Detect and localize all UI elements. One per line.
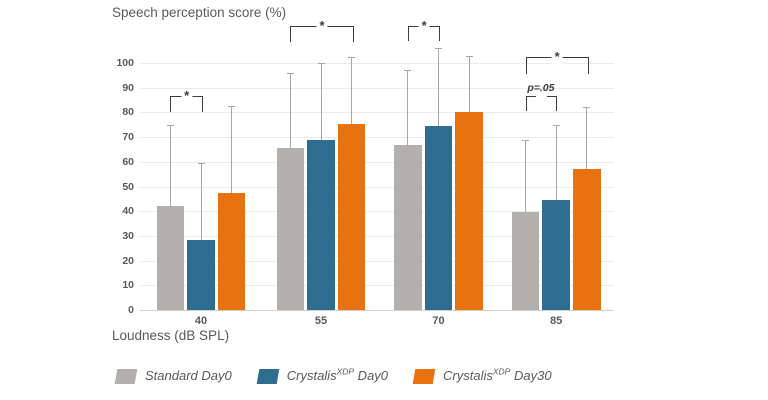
error-bar-cap <box>166 124 174 126</box>
gridline <box>140 63 614 64</box>
error-bar-cap <box>435 48 442 50</box>
gridline <box>140 112 614 114</box>
error-bar <box>320 63 322 140</box>
y-tick-label: 90 <box>122 81 134 94</box>
y-tick-label: 0 <box>128 304 134 316</box>
legend-swatch <box>256 368 280 384</box>
error-bar-cap <box>522 139 530 141</box>
error-bar <box>586 107 588 170</box>
significance-bracket: * <box>290 18 354 42</box>
x-tick-label: 70 <box>432 315 445 327</box>
bar-series3-group4 <box>573 169 601 310</box>
bar-series1-group1 <box>156 206 185 310</box>
significance-bracket: * <box>170 89 203 113</box>
error-bar-cap <box>286 72 294 74</box>
legend-label: CrystalisXDP Day0 <box>286 366 389 383</box>
legend-item: CrystalisXDP Day0 <box>256 366 389 384</box>
gridline <box>140 211 614 213</box>
error-bar <box>169 124 171 207</box>
error-bar <box>351 56 353 124</box>
bar-series1-group3 <box>394 144 422 310</box>
bar-series3-group3 <box>455 112 483 310</box>
bar-series3-group2 <box>337 123 366 310</box>
x-tick-label: 40 <box>194 315 208 327</box>
y-tick-label: 20 <box>122 254 134 267</box>
y-tick-label: 60 <box>122 155 134 168</box>
legend-label: CrystalisXDP Day30 <box>443 366 552 383</box>
error-bar-cap <box>197 163 205 165</box>
bar-series1-group2 <box>276 148 305 310</box>
gridline <box>140 186 614 188</box>
chart-title: Speech perception score (%) <box>112 5 287 20</box>
error-bar <box>525 139 527 213</box>
significance-bracket: * <box>525 49 589 74</box>
legend-label: Standard Day0 <box>145 368 232 383</box>
bar-series1-group4 <box>511 212 540 310</box>
error-bar <box>289 72 291 149</box>
legend-item: CrystalisXDP Day30 <box>412 366 552 384</box>
bar-series3-group1 <box>217 192 246 310</box>
legend: Standard Day0 CrystalisXDP Day0 CrystalisX… <box>114 366 552 384</box>
bar-series2-group2 <box>307 139 335 310</box>
error-bar-cap <box>348 56 356 58</box>
x-tick-label: 85 <box>550 315 563 327</box>
bar-series2-group4 <box>542 200 570 310</box>
bar-series2-group3 <box>424 125 453 310</box>
legend-item: Standard Day0 <box>114 368 232 384</box>
significance-bracket-right <box>547 96 558 111</box>
x-axis-line <box>140 310 614 311</box>
significance-label: * <box>551 49 563 64</box>
y-tick-label: 100 <box>116 57 134 69</box>
error-bar <box>555 124 557 201</box>
error-bar <box>468 55 470 113</box>
error-bar-cap <box>317 63 325 64</box>
error-bar-cap <box>404 70 412 72</box>
gridline <box>140 161 614 163</box>
gridline <box>140 87 614 89</box>
significance-label: * <box>181 89 193 104</box>
bar-series2-group1 <box>187 239 215 310</box>
gridline <box>140 260 614 262</box>
error-bar-cap <box>228 106 236 108</box>
significance-label: * <box>316 18 328 33</box>
error-bar-cap <box>552 124 560 126</box>
y-tick-label: 30 <box>122 229 134 242</box>
y-tick-label: 50 <box>122 180 134 193</box>
y-tick-label: 10 <box>122 279 134 292</box>
error-bar-cap <box>465 55 473 57</box>
significance-bracket: * <box>407 18 441 41</box>
gridline <box>140 235 614 237</box>
significance-bracket-left <box>525 96 536 111</box>
y-tick-label: 70 <box>122 131 134 144</box>
error-bar-cap <box>583 107 591 109</box>
significance-label: p=.05 <box>527 82 555 95</box>
significance-label: * <box>418 18 430 33</box>
y-tick-label: 40 <box>122 205 134 218</box>
gridline <box>140 137 614 139</box>
error-bar <box>200 163 202 240</box>
x-axis-label: Loudness (dB SPL) <box>112 328 230 343</box>
y-tick-label: 80 <box>122 106 134 119</box>
legend-swatch <box>412 368 436 384</box>
error-bar <box>438 48 439 126</box>
error-bar <box>231 106 233 193</box>
gridline <box>140 285 614 287</box>
error-bar <box>407 70 409 145</box>
x-tick-label: 55 <box>314 315 328 327</box>
legend-swatch <box>114 368 138 384</box>
